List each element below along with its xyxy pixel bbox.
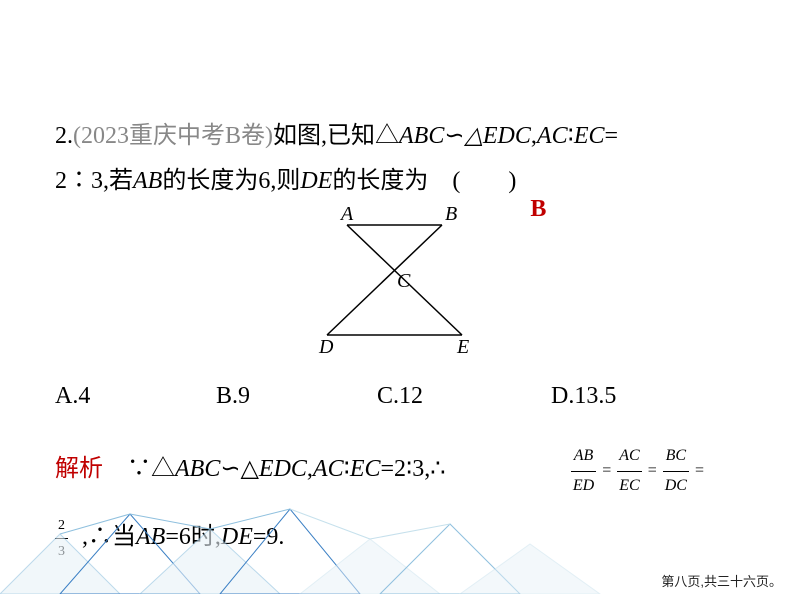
eq-c: = — [695, 462, 704, 479]
eq-a: = — [602, 462, 611, 479]
triangle-diagram: A B C D E — [297, 205, 497, 355]
ex2-a: ,∴当 — [82, 524, 136, 550]
option-d: D.13.5 — [551, 375, 616, 418]
ratio-value-pre: 2∶3,若 — [55, 168, 133, 194]
triangle-abc: ABC — [399, 123, 444, 149]
question-line-2: 2∶3,若AB的长度为6,则DE的长度为 ( B) — [55, 160, 739, 203]
label-d: D — [318, 336, 334, 355]
option-a: A.4 — [55, 375, 210, 418]
frac-two-thirds: 23 — [55, 513, 68, 564]
ex-eqr: =2∶3, — [381, 456, 431, 482]
question-line-1: 2.(2023重庆中考B卷)如图,已知△ABC∽△EDC,AC∶EC= — [55, 115, 739, 158]
because-symbol: ∵△ — [127, 456, 175, 482]
answer-letter: B — [530, 188, 546, 231]
diagram-container: A B C D E — [55, 205, 739, 370]
question-source: (2023重庆中考B卷) — [73, 123, 273, 149]
ab-text: AB — [133, 168, 162, 194]
ex-sim: ∽△ — [220, 456, 259, 482]
explanation-line-2: 23 ,∴当AB=6时,DE=9. — [55, 513, 739, 564]
line2-post: 的长度为 ( — [332, 168, 508, 194]
explain-label: 解析 — [55, 456, 103, 482]
q-text-1: 如图,已知△ — [273, 123, 399, 149]
line2-mid: 的长度为6,则 — [162, 168, 300, 194]
ex2-de: DE — [221, 524, 253, 550]
label-a: A — [339, 205, 354, 225]
frac-3: BCDC — [663, 442, 689, 501]
frac-1: ABED — [571, 442, 596, 501]
therefore-1: ∴ — [430, 456, 445, 482]
question-number: 2. — [55, 123, 73, 149]
similar-symbol: ∽ — [444, 123, 464, 149]
paren-close: ) — [508, 168, 516, 194]
ex2-c: =9. — [253, 524, 285, 550]
triangle-edc: △EDC — [464, 123, 530, 149]
label-e: E — [456, 336, 469, 355]
option-b: B.9 — [216, 375, 371, 418]
eq-b: = — [648, 462, 657, 479]
eq-1: = — [605, 123, 619, 149]
option-c: C.12 — [377, 375, 545, 418]
label-b: B — [445, 205, 457, 225]
options-row: A.4 B.9 C.12 D.13.5 — [55, 375, 739, 418]
fraction-equation: ABED = ACEC = BCDC = — [569, 442, 704, 501]
frac-2: ACEC — [617, 442, 641, 501]
label-c: C — [397, 270, 411, 292]
ex-tri-edc: EDC — [259, 456, 307, 482]
slide-counter: 第八页,共三十六页。 — [661, 571, 782, 590]
de-text: DE — [300, 168, 332, 194]
explanation-line-1: 解析 ∵△ABC∽△EDC,AC∶EC=2∶3,∴ ABED = ACEC = … — [55, 448, 739, 491]
ex2-b: =6时, — [165, 524, 221, 550]
ex-ec: EC — [350, 456, 381, 482]
ratio-ac: AC — [537, 123, 568, 149]
ex2-ab: AB — [136, 524, 165, 550]
ex-ac: AC — [313, 456, 344, 482]
ratio-ec: EC — [574, 123, 605, 149]
ex-tri-abc: ABC — [175, 456, 220, 482]
